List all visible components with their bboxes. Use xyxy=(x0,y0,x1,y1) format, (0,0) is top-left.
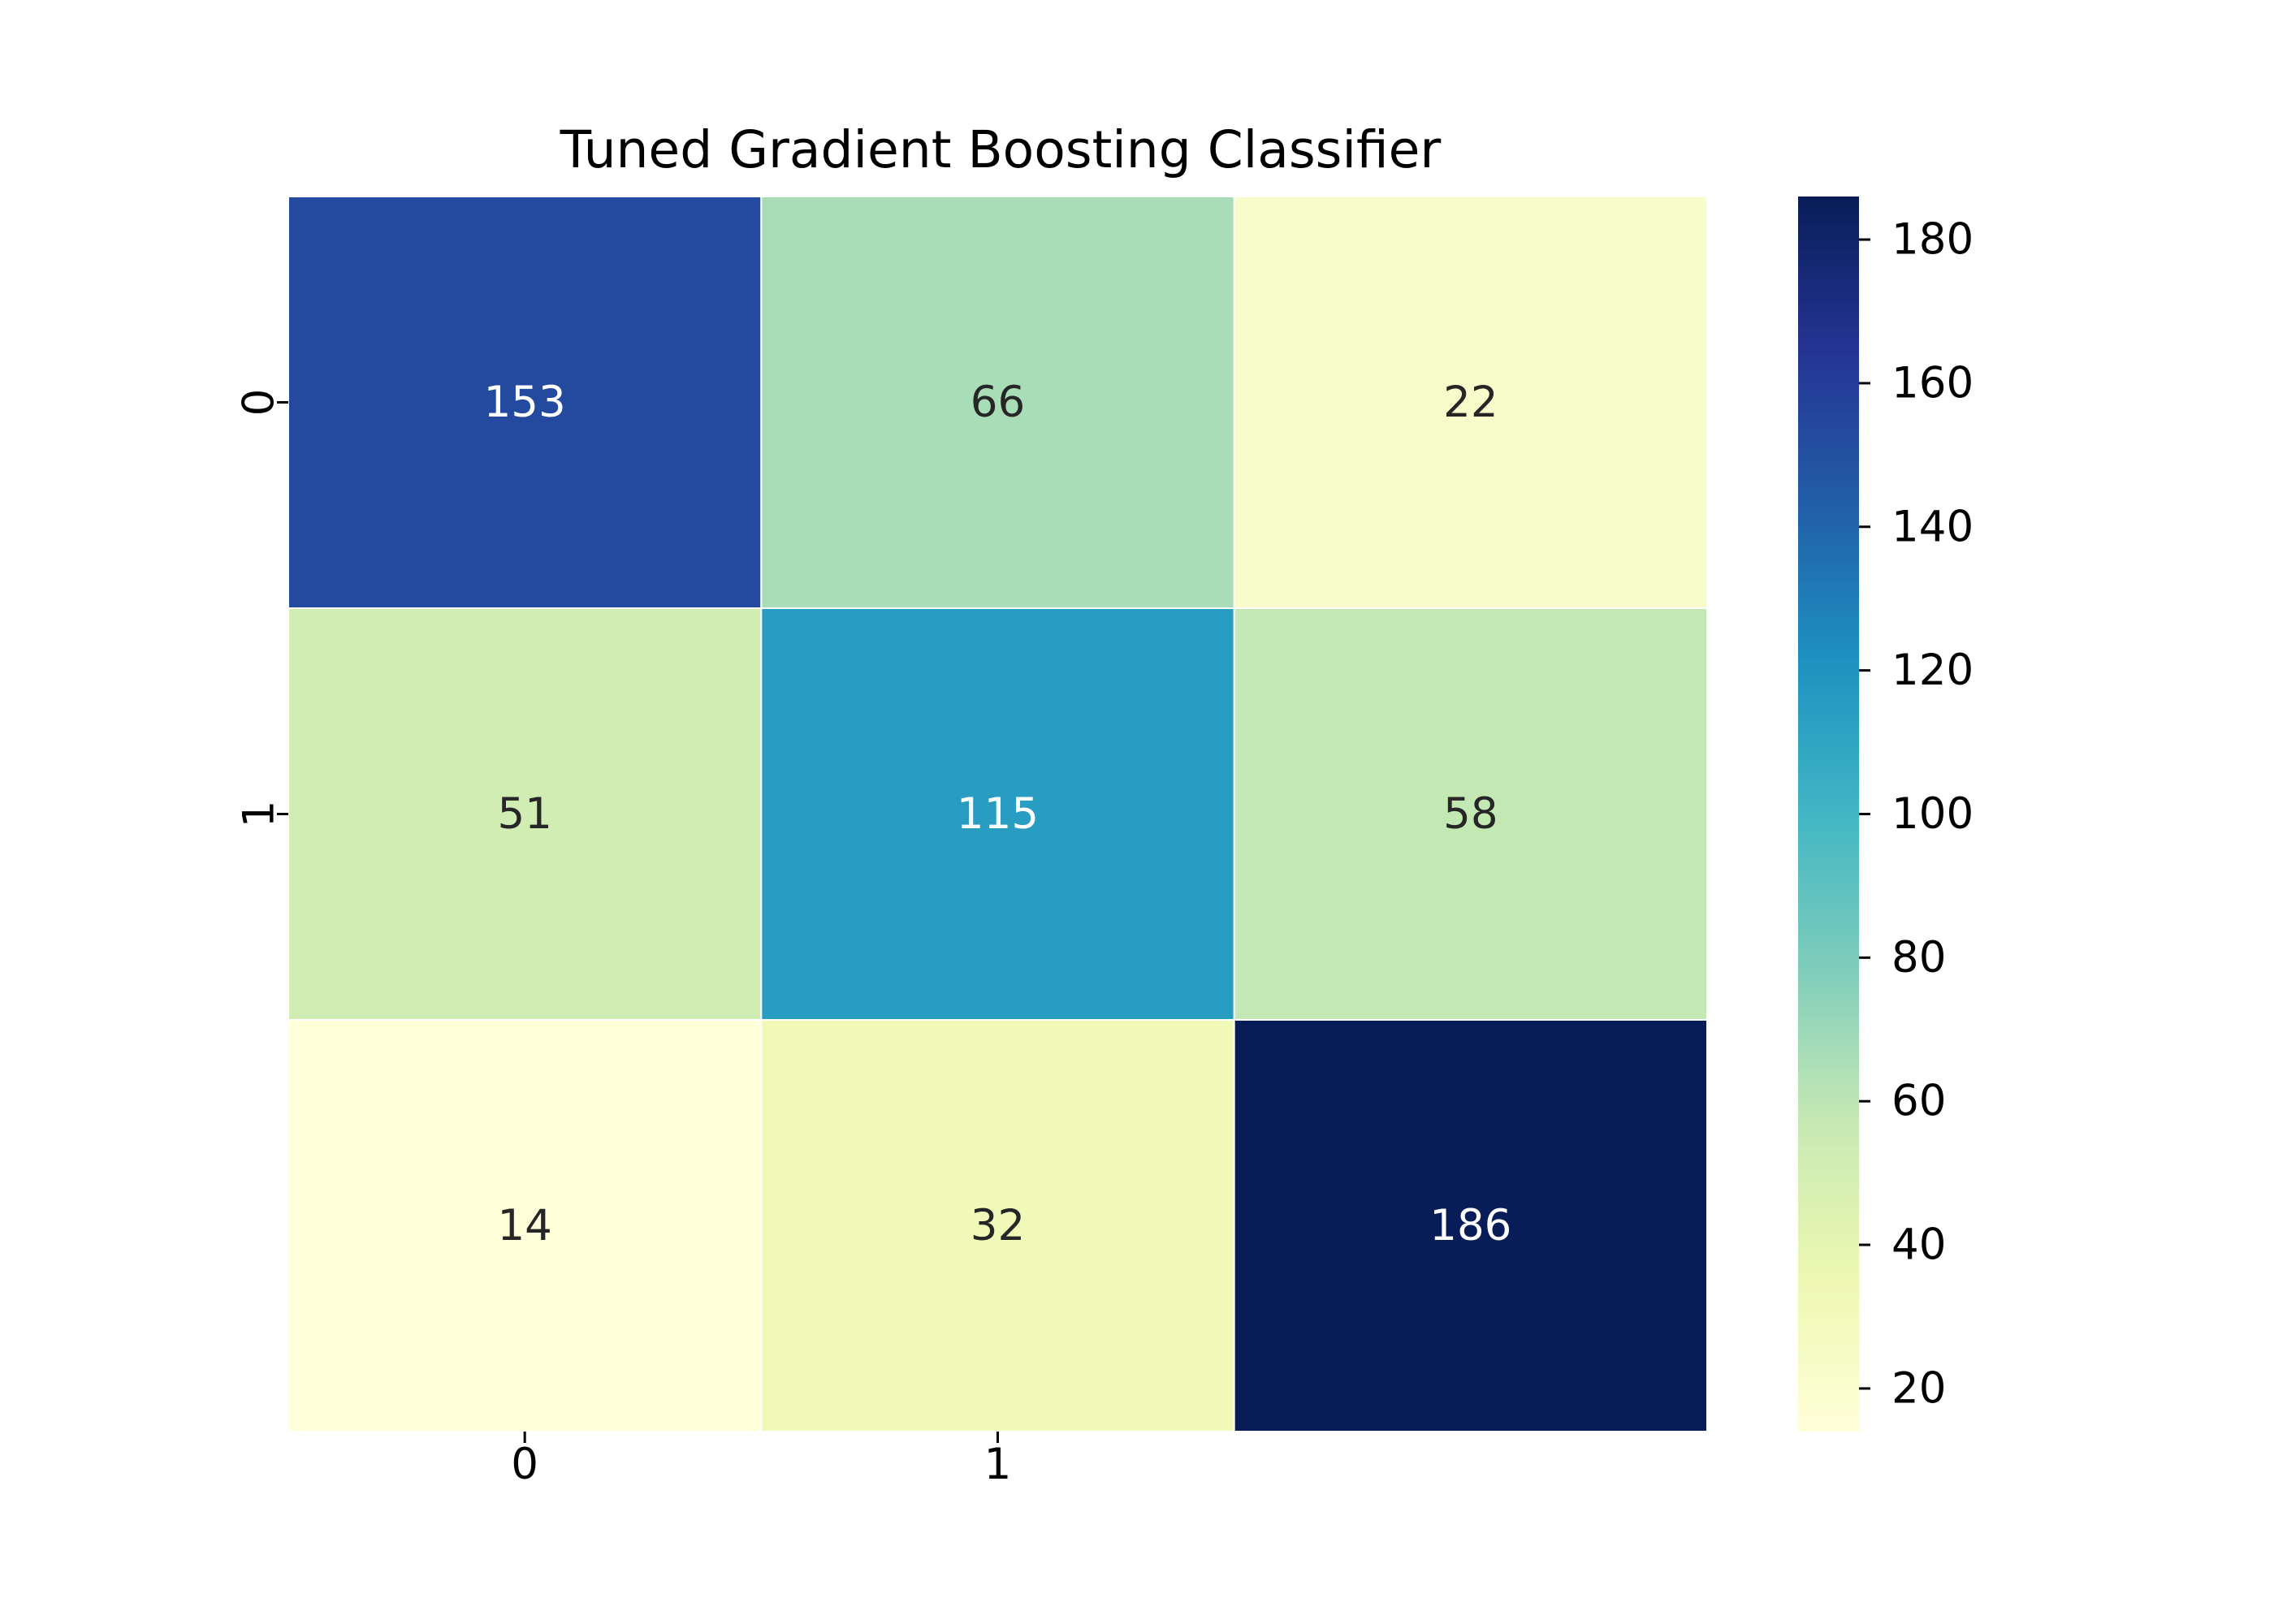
cell-value-label: 32 xyxy=(971,1201,1025,1250)
x-tick-label: 0 xyxy=(511,1440,538,1489)
heatmap-cell xyxy=(1233,196,1708,609)
heatmap-cells: 153 66 22 51 115 58 14 32 186 xyxy=(287,196,1708,1432)
colorbar-tick-label: 40 xyxy=(1891,1220,1946,1270)
colorbar-tick-label: 20 xyxy=(1891,1363,1946,1413)
cell-value-label: 153 xyxy=(484,378,566,427)
heatmap-cell xyxy=(287,1019,763,1432)
colorbar-tick-label: 60 xyxy=(1891,1077,1946,1126)
heatmap-cell xyxy=(760,196,1235,609)
colorbar-tick-label: 120 xyxy=(1891,646,1974,695)
colorbar-tick-label: 80 xyxy=(1891,933,1946,983)
heatmap-cell xyxy=(1233,607,1708,1021)
x-tick-label: 1 xyxy=(984,1440,1012,1489)
y-tick-label: 1 xyxy=(235,801,284,828)
heatmap-cell xyxy=(1233,1019,1708,1432)
cell-value-label: 186 xyxy=(1429,1201,1511,1250)
colorbar-gradient xyxy=(1798,197,1859,1432)
cell-value-label: 22 xyxy=(1443,378,1498,427)
colorbar: 20 40 60 80 100 120 140 160 180 xyxy=(1798,197,1974,1432)
y-tick-label: 0 xyxy=(235,389,284,417)
cell-value-label: 14 xyxy=(497,1201,551,1250)
heatmap-cell xyxy=(760,1019,1235,1432)
cell-value-label: 58 xyxy=(1443,789,1498,839)
cell-value-label: 115 xyxy=(957,789,1039,839)
cell-value-label: 51 xyxy=(497,789,551,839)
heatmap-cell xyxy=(287,607,763,1021)
colorbar-tick-label: 140 xyxy=(1891,502,1974,551)
heatmap-cell xyxy=(287,196,763,609)
colorbar-tick-label: 160 xyxy=(1891,358,1974,408)
colorbar-tick-label: 180 xyxy=(1891,215,1974,265)
heatmap-axes: 0 1 0 1 xyxy=(235,389,1012,1489)
chart-title: Tuned Gradient Boosting Classifier xyxy=(560,120,1442,179)
heatmap-cell xyxy=(760,607,1235,1021)
cell-value-label: 66 xyxy=(971,378,1025,427)
colorbar-tick-label: 100 xyxy=(1891,789,1974,839)
